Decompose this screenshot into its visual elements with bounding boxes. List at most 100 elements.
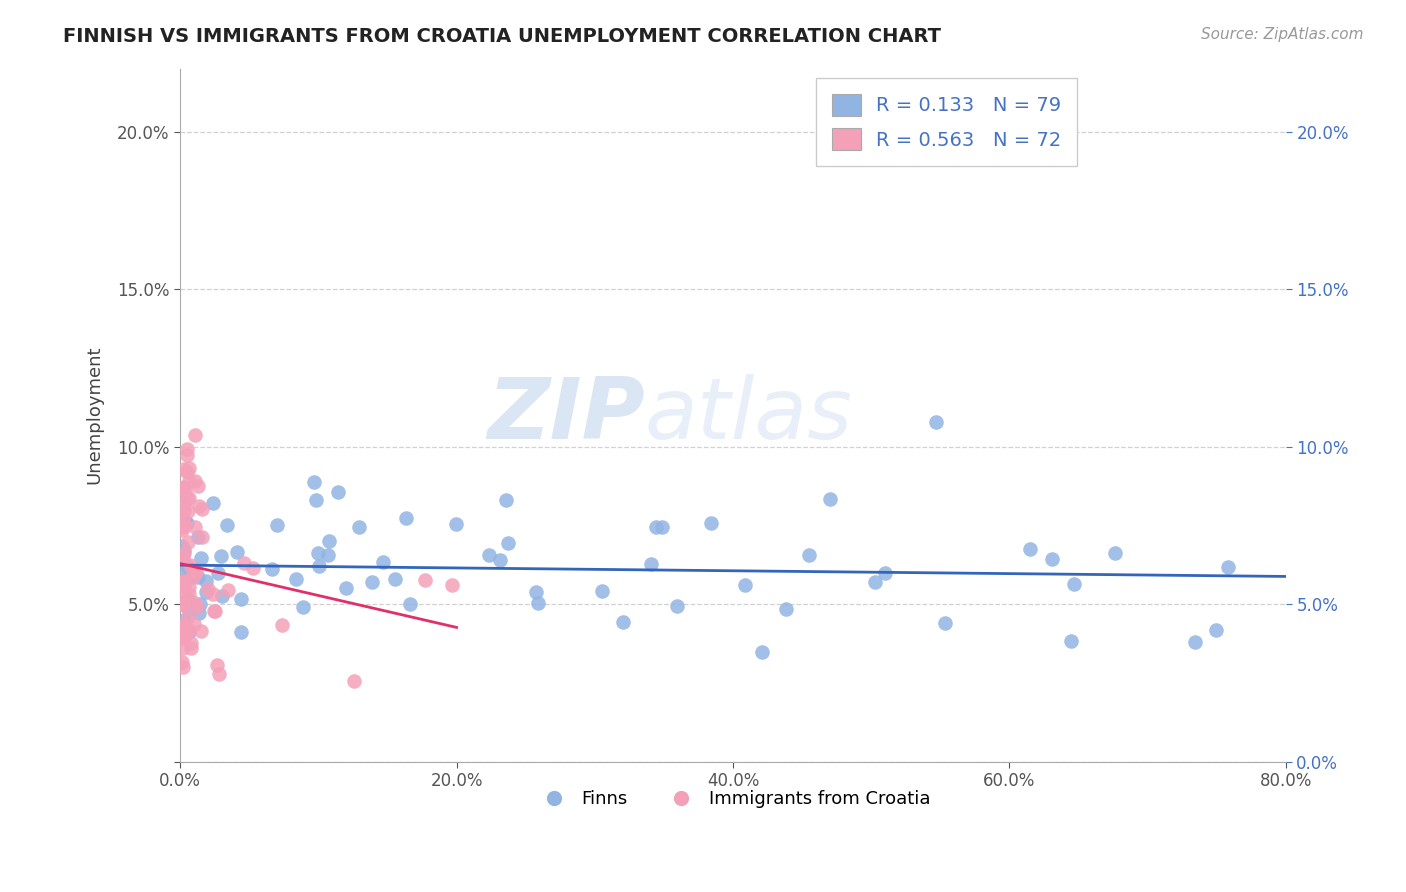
Point xyxy=(170,574,193,589)
Point xyxy=(183,617,205,632)
Point xyxy=(478,548,501,562)
Point xyxy=(173,546,195,560)
Point xyxy=(347,520,370,534)
Point xyxy=(934,616,956,631)
Y-axis label: Unemployment: Unemployment xyxy=(86,346,103,484)
Point xyxy=(496,536,519,550)
Point xyxy=(1104,546,1126,560)
Point xyxy=(640,557,662,571)
Point xyxy=(444,517,467,532)
Point xyxy=(302,475,325,489)
Point xyxy=(173,480,195,494)
Point xyxy=(191,530,214,544)
Point xyxy=(173,620,195,634)
Point xyxy=(343,674,366,689)
Point xyxy=(177,571,200,585)
Point xyxy=(371,555,394,569)
Point xyxy=(187,479,209,493)
Point xyxy=(231,625,253,640)
Point xyxy=(176,491,198,506)
Point xyxy=(181,570,204,584)
Point xyxy=(187,499,209,513)
Point xyxy=(176,565,198,579)
Point xyxy=(190,551,212,566)
Point xyxy=(186,566,208,580)
Text: FINNISH VS IMMIGRANTS FROM CROATIA UNEMPLOYMENT CORRELATION CHART: FINNISH VS IMMIGRANTS FROM CROATIA UNEMP… xyxy=(63,27,941,45)
Point xyxy=(177,504,200,518)
Point xyxy=(173,496,195,510)
Point xyxy=(172,618,194,632)
Point xyxy=(195,585,218,599)
Point xyxy=(173,462,195,476)
Point xyxy=(174,627,197,641)
Point xyxy=(174,624,197,639)
Point xyxy=(591,584,613,599)
Point xyxy=(1019,541,1042,556)
Point xyxy=(176,516,198,531)
Point xyxy=(875,566,897,580)
Point xyxy=(173,573,195,587)
Point xyxy=(186,600,208,615)
Point xyxy=(316,548,339,562)
Point xyxy=(188,607,211,621)
Point xyxy=(1216,560,1239,574)
Point xyxy=(399,597,422,611)
Point xyxy=(207,566,229,581)
Point xyxy=(177,624,200,638)
Point xyxy=(202,496,225,510)
Point xyxy=(177,609,200,624)
Point xyxy=(285,572,308,586)
Point xyxy=(170,523,193,537)
Point xyxy=(1040,552,1063,566)
Point xyxy=(190,624,212,639)
Point xyxy=(177,580,200,594)
Point xyxy=(612,615,634,629)
Point xyxy=(173,590,195,604)
Point xyxy=(226,545,249,559)
Point xyxy=(291,599,314,614)
Point xyxy=(172,630,194,644)
Point xyxy=(527,596,550,610)
Point xyxy=(176,465,198,479)
Point xyxy=(205,658,228,673)
Point xyxy=(172,622,194,636)
Point xyxy=(266,517,288,532)
Point xyxy=(233,556,256,570)
Point xyxy=(361,574,384,589)
Point xyxy=(170,481,193,495)
Point xyxy=(242,561,264,575)
Point xyxy=(176,559,198,574)
Point xyxy=(172,599,194,613)
Point xyxy=(384,572,406,586)
Point xyxy=(211,589,233,603)
Point xyxy=(207,667,229,681)
Point xyxy=(184,596,207,610)
Point xyxy=(172,549,194,564)
Point xyxy=(170,540,193,554)
Point xyxy=(173,632,195,646)
Point xyxy=(176,442,198,456)
Point xyxy=(179,558,201,573)
Point xyxy=(651,520,673,534)
Point xyxy=(665,599,688,613)
Point xyxy=(215,518,238,533)
Point xyxy=(307,546,329,560)
Point xyxy=(172,574,194,589)
Point xyxy=(173,543,195,558)
Point xyxy=(209,549,232,564)
Point xyxy=(865,574,887,589)
Point xyxy=(177,491,200,505)
Point xyxy=(172,641,194,656)
Point xyxy=(172,520,194,534)
Point xyxy=(180,636,202,650)
Point xyxy=(440,578,463,592)
Point xyxy=(180,640,202,655)
Point xyxy=(177,535,200,549)
Point xyxy=(1063,577,1085,591)
Point xyxy=(177,593,200,607)
Point xyxy=(177,474,200,488)
Point xyxy=(308,559,330,574)
Point xyxy=(173,574,195,589)
Point xyxy=(173,518,195,533)
Point xyxy=(177,461,200,475)
